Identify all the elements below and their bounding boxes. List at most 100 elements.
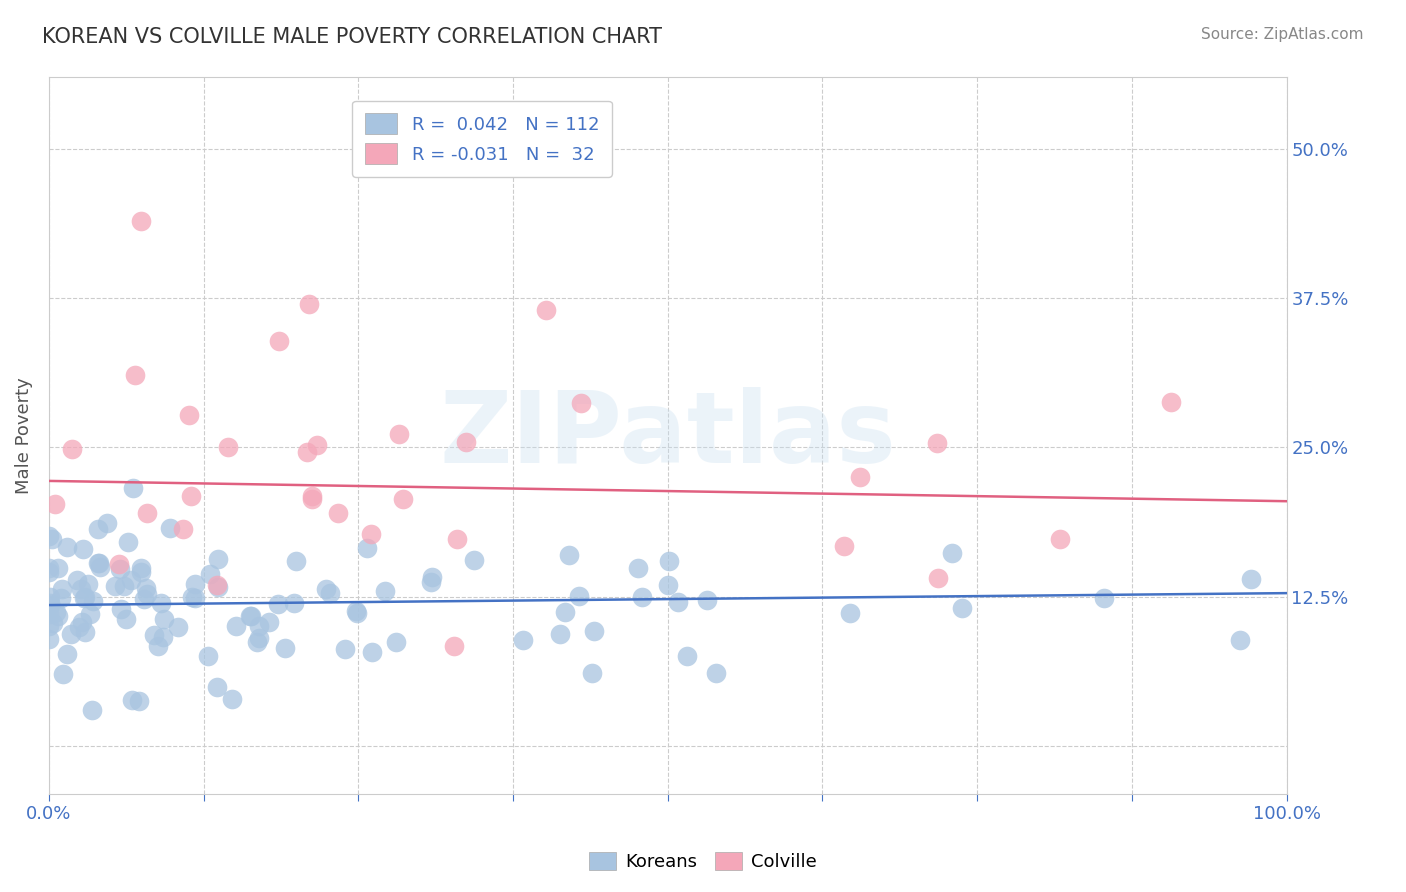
Y-axis label: Male Poverty: Male Poverty bbox=[15, 377, 32, 494]
Point bbox=[110, 562, 132, 576]
Point bbox=[180, 489, 202, 503]
Point bbox=[832, 540, 855, 554]
Point bbox=[136, 587, 159, 601]
Point bbox=[315, 582, 337, 596]
Point bbox=[82, 703, 104, 717]
Point bbox=[146, 639, 169, 653]
Point bbox=[135, 506, 157, 520]
Point bbox=[1092, 591, 1115, 606]
Point bbox=[184, 591, 207, 605]
Point bbox=[657, 577, 679, 591]
Point bbox=[52, 666, 75, 681]
Point bbox=[104, 579, 127, 593]
Point bbox=[246, 635, 269, 649]
Point bbox=[87, 556, 110, 570]
Point bbox=[950, 600, 973, 615]
Point bbox=[120, 574, 142, 588]
Point bbox=[150, 597, 173, 611]
Point bbox=[385, 635, 408, 649]
Point bbox=[82, 593, 104, 607]
Point bbox=[583, 624, 606, 638]
Point bbox=[56, 541, 79, 555]
Point bbox=[38, 619, 60, 633]
Point bbox=[557, 548, 579, 562]
Point bbox=[179, 409, 201, 423]
Point bbox=[627, 561, 650, 575]
Point bbox=[548, 627, 571, 641]
Point bbox=[247, 631, 270, 645]
Point bbox=[87, 557, 110, 571]
Point bbox=[184, 577, 207, 591]
Point bbox=[56, 647, 79, 661]
Point bbox=[142, 628, 165, 642]
Point bbox=[38, 632, 60, 646]
Point bbox=[392, 491, 415, 506]
Point bbox=[39, 590, 62, 604]
Point bbox=[115, 612, 138, 626]
Point bbox=[60, 442, 83, 456]
Point bbox=[46, 561, 69, 575]
Point bbox=[152, 630, 174, 644]
Point bbox=[135, 581, 157, 595]
Point bbox=[44, 497, 66, 511]
Point bbox=[166, 620, 188, 634]
Point bbox=[38, 529, 60, 543]
Text: KOREAN VS COLVILLE MALE POVERTY CORRELATION CHART: KOREAN VS COLVILLE MALE POVERTY CORRELAT… bbox=[42, 27, 662, 46]
Point bbox=[207, 580, 229, 594]
Point bbox=[70, 582, 93, 596]
Point bbox=[554, 605, 576, 619]
Point bbox=[838, 606, 860, 620]
Point bbox=[927, 571, 949, 585]
Point bbox=[446, 532, 468, 546]
Text: ZIPatlas: ZIPatlas bbox=[439, 387, 896, 484]
Point bbox=[72, 542, 94, 557]
Point bbox=[512, 633, 534, 648]
Point bbox=[273, 640, 295, 655]
Point bbox=[129, 565, 152, 579]
Point bbox=[207, 578, 229, 592]
Point bbox=[38, 565, 60, 579]
Point bbox=[112, 579, 135, 593]
Point bbox=[60, 627, 83, 641]
Point bbox=[221, 692, 243, 706]
Point bbox=[108, 558, 131, 572]
Point bbox=[217, 440, 239, 454]
Point bbox=[319, 586, 342, 600]
Point bbox=[159, 521, 181, 535]
Point bbox=[1160, 394, 1182, 409]
Point bbox=[335, 642, 357, 657]
Point bbox=[420, 570, 443, 584]
Point bbox=[301, 489, 323, 503]
Point bbox=[124, 368, 146, 382]
Point bbox=[38, 607, 60, 622]
Point bbox=[344, 604, 367, 618]
Point bbox=[1240, 573, 1263, 587]
Point bbox=[849, 470, 872, 484]
Point bbox=[283, 596, 305, 610]
Point bbox=[326, 506, 349, 520]
Point bbox=[420, 575, 443, 590]
Point bbox=[207, 552, 229, 566]
Point bbox=[569, 395, 592, 409]
Point bbox=[267, 597, 290, 611]
Point bbox=[117, 534, 139, 549]
Point bbox=[630, 590, 652, 604]
Point bbox=[129, 213, 152, 227]
Point bbox=[658, 554, 681, 568]
Point bbox=[360, 526, 382, 541]
Point bbox=[374, 584, 396, 599]
Point bbox=[110, 601, 132, 615]
Point bbox=[128, 694, 150, 708]
Point bbox=[42, 615, 65, 630]
Point bbox=[38, 596, 60, 610]
Point bbox=[132, 591, 155, 606]
Point bbox=[239, 609, 262, 624]
Point bbox=[388, 427, 411, 442]
Point bbox=[67, 620, 90, 634]
Point bbox=[51, 591, 73, 606]
Point bbox=[197, 649, 219, 664]
Point bbox=[38, 561, 60, 575]
Point bbox=[180, 591, 202, 605]
Point bbox=[269, 334, 291, 348]
Point bbox=[76, 577, 98, 591]
